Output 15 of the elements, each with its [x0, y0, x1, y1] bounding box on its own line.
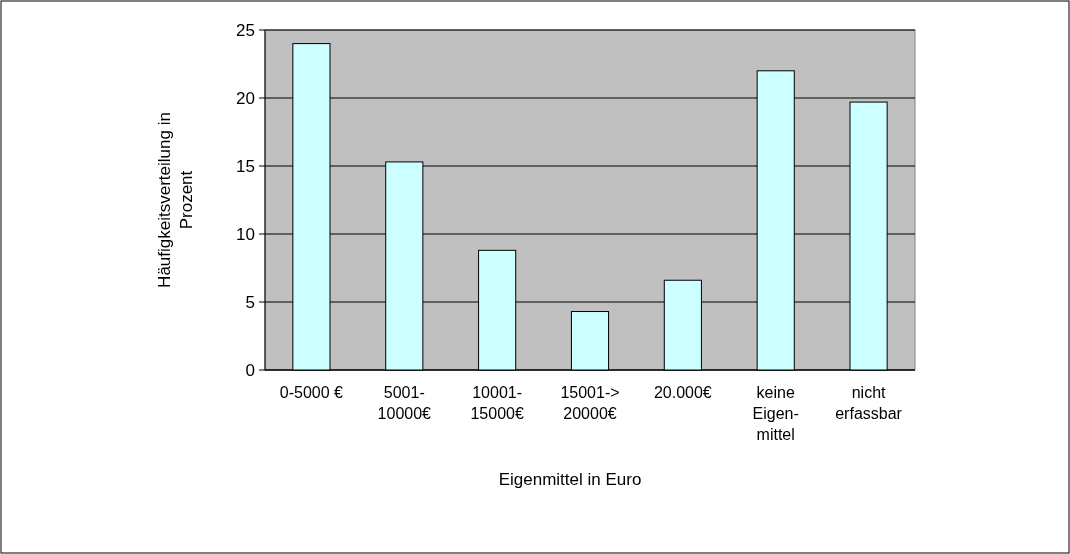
y-axis-title: Häufigkeitsverteilung in Prozent: [155, 112, 196, 288]
x-tick-label: nicht erfassbar: [835, 384, 903, 422]
y-tick-label: 0: [245, 360, 255, 380]
y-tick-label: 5: [245, 292, 255, 312]
x-tick-label: 20.000€: [653, 384, 712, 401]
x-tick-label: 10001- 15000€: [470, 384, 524, 422]
y-tick-label: 20: [236, 88, 255, 108]
y-tick-label: 25: [236, 20, 255, 40]
x-tick-label: keine Eigen- mittel: [752, 384, 799, 443]
x-tick-label: 0-5000 €: [279, 384, 344, 401]
y-tick-label: 10: [236, 224, 255, 244]
x-axis-title: Eigenmittel in Euro: [498, 470, 642, 489]
x-tick-label: 15001-> 20000€: [560, 384, 620, 422]
x-tick-label: 5001- 10000€: [377, 384, 432, 422]
y-tick-label: 15: [236, 156, 255, 176]
